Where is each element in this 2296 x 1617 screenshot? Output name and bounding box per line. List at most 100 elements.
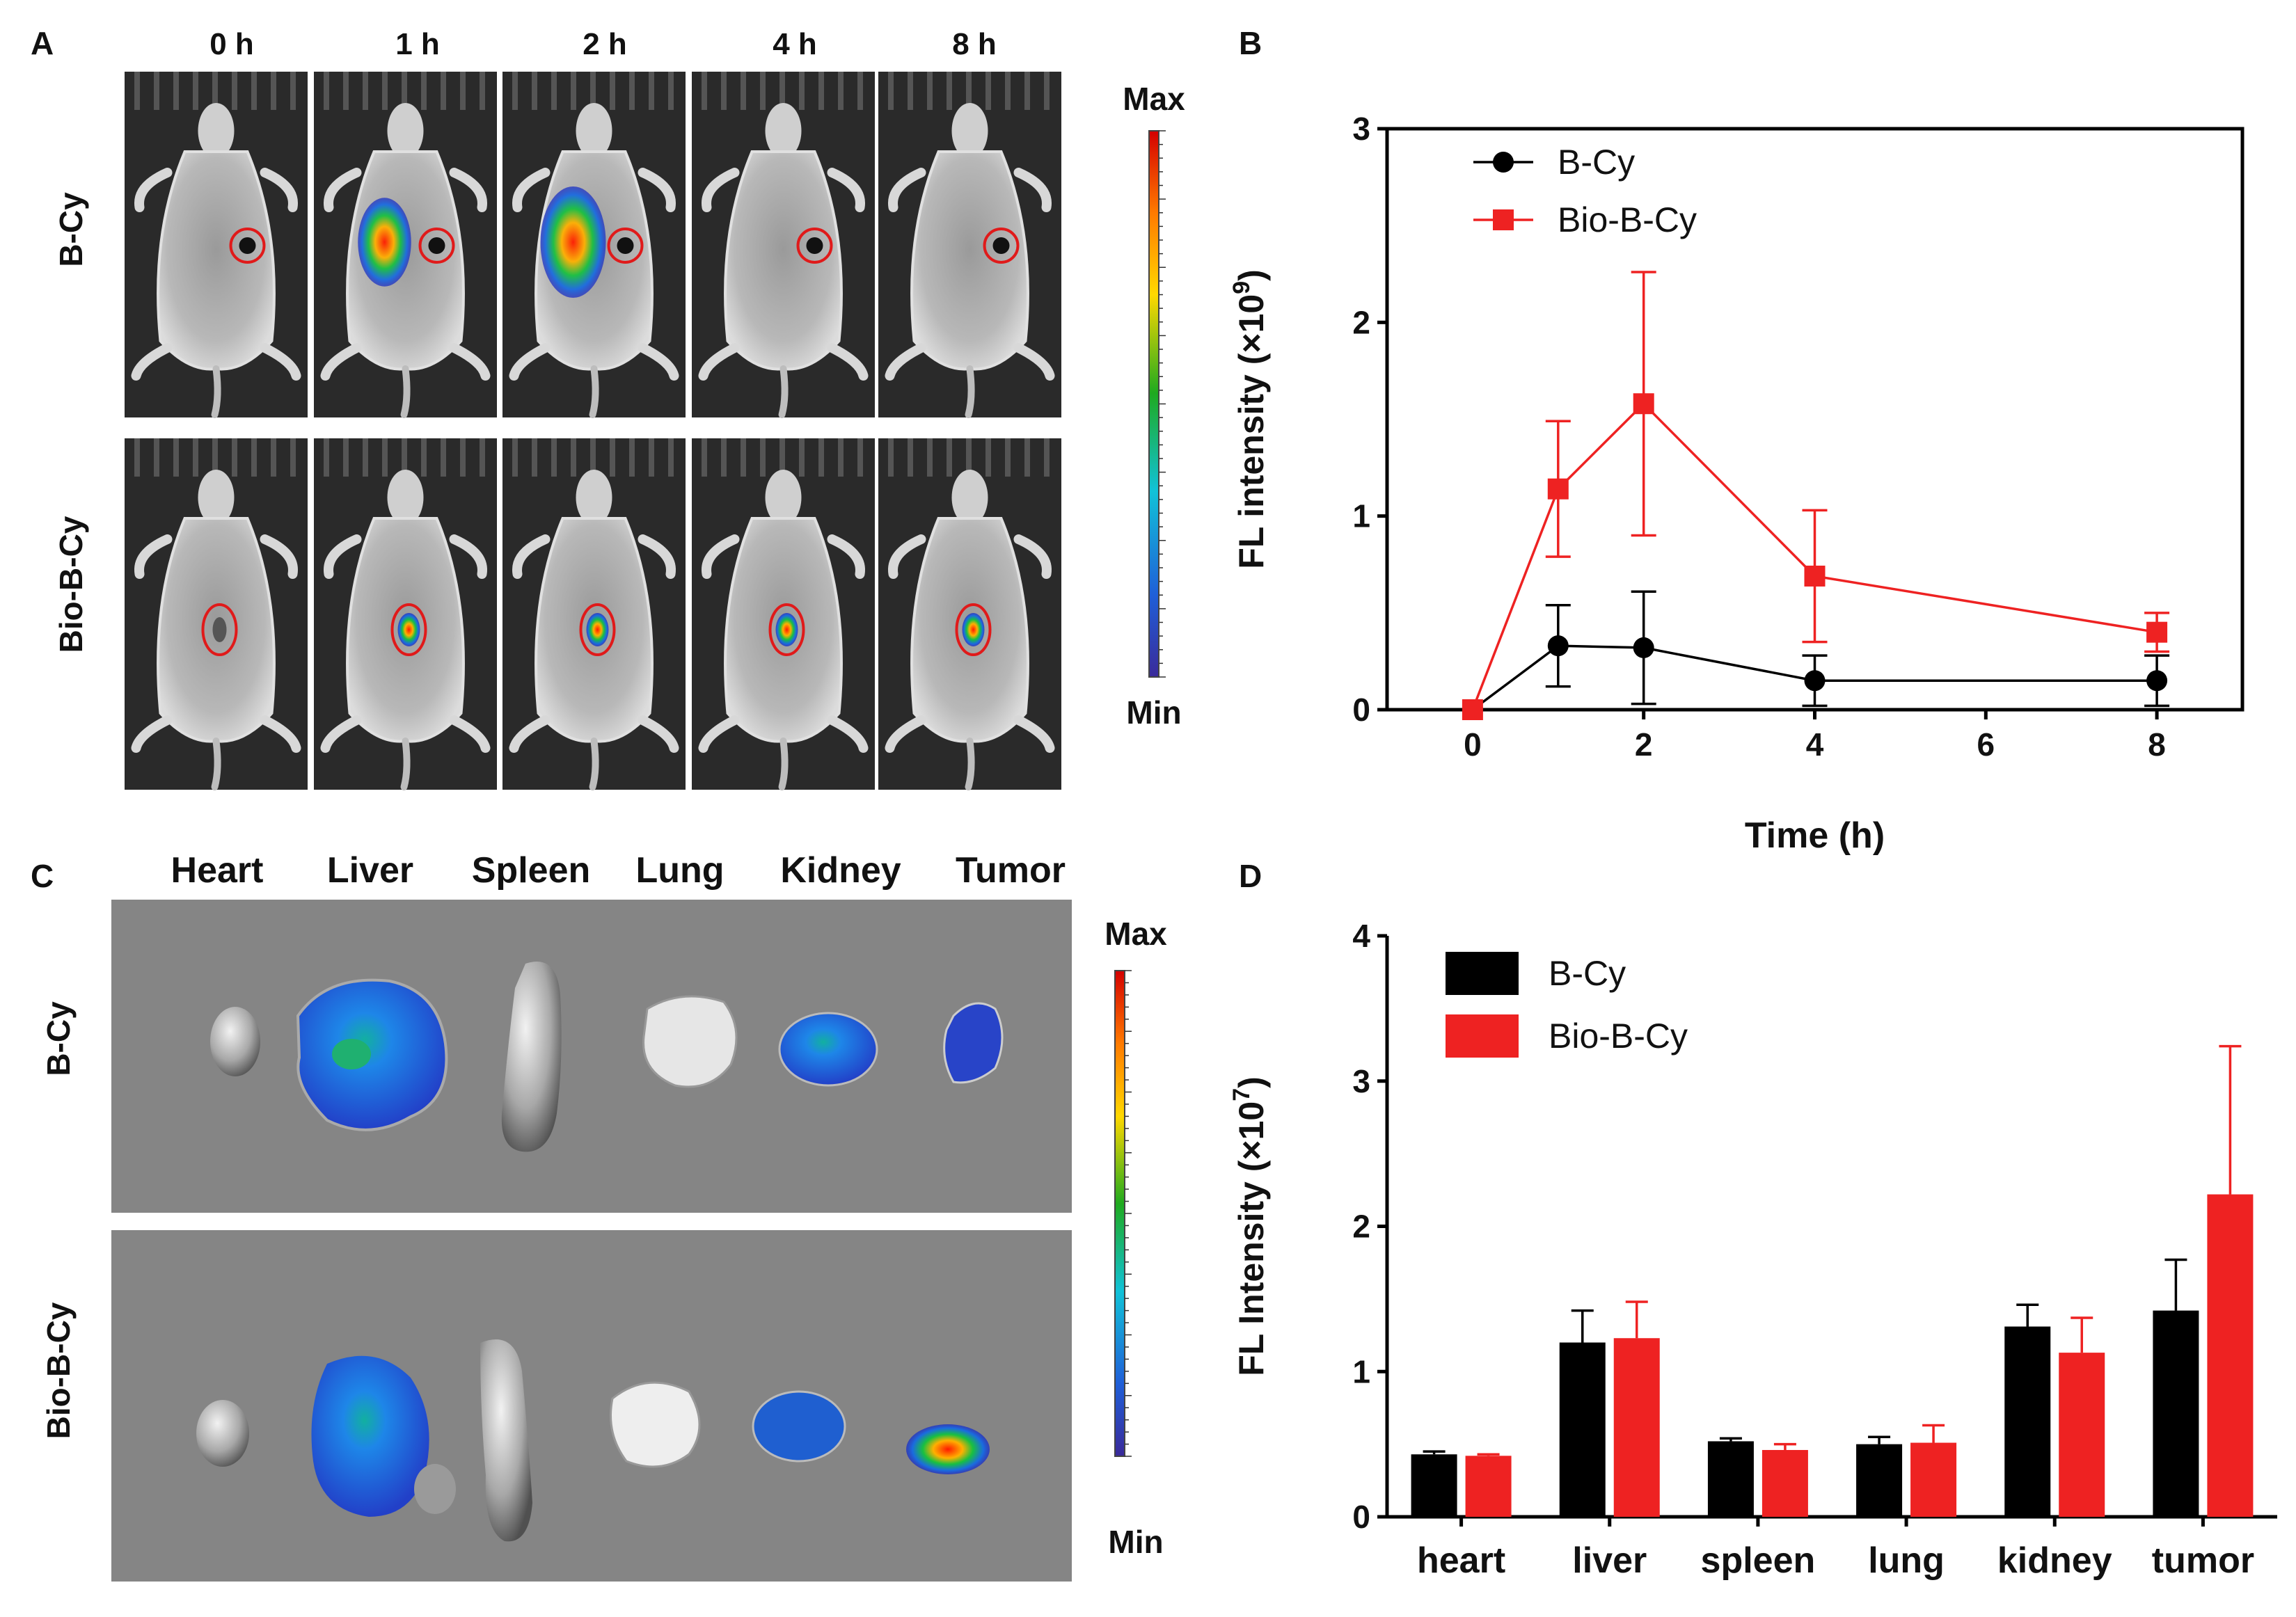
organ-label: Tumor (956, 850, 1066, 891)
y-axis-label-exponent: 7 (1228, 1088, 1255, 1101)
organ-kidney (752, 1390, 846, 1463)
restraint-bar (779, 72, 785, 110)
restraint-bar (741, 72, 746, 110)
fluorescence-signal (775, 613, 798, 646)
mouse-limb (888, 168, 926, 212)
bar-b-cy (1707, 1441, 1754, 1517)
restraint-bar (985, 438, 991, 477)
time-label: 4 h (773, 27, 817, 61)
restraint-bar (271, 438, 276, 477)
restraint-bar (947, 438, 952, 477)
mouse-limb (260, 168, 298, 212)
organ-spleen (480, 1339, 532, 1542)
bar-bio-b-cy (1465, 1456, 1512, 1517)
restraint-bar (908, 438, 913, 477)
y-tick-label: 0 (1352, 1499, 1370, 1535)
x-tick-label: 8 (2148, 726, 2166, 763)
mouse-tail (211, 738, 221, 790)
mouse-limb (638, 168, 676, 212)
restraint-bar (512, 438, 518, 477)
restraint-bar (441, 438, 446, 477)
restraint-bar (571, 438, 576, 477)
restraint-bar (532, 72, 537, 110)
mouse-limb (827, 168, 865, 212)
restraint-bar (460, 72, 466, 110)
mouse-panel (314, 72, 497, 418)
restraint-bar (985, 72, 991, 110)
restraint-bar (760, 438, 766, 477)
colorbar-c (1114, 970, 1125, 1457)
restraint-bar (649, 438, 654, 477)
mouse-limb (131, 715, 173, 753)
colorbar-min-label: Min (1126, 694, 1181, 731)
mouse-limb (449, 168, 487, 212)
mouse-head (951, 103, 988, 159)
mouse-head (951, 470, 988, 525)
mouse-limb (827, 715, 869, 753)
mouse-limb (509, 343, 551, 381)
organ-lung (610, 1381, 701, 1468)
panel-d: D 0 1 2 3 4 FL Intensity (×107) heart liver sple… (1228, 858, 2277, 1581)
tumor-roi-circle (607, 228, 644, 264)
organ-liver-lobe (414, 1464, 456, 1514)
fluorescence-signal (358, 198, 411, 287)
restraint-bar (551, 438, 557, 477)
tumor-roi-circle (768, 603, 805, 656)
row-label-b-cy: B-Cy (53, 192, 89, 267)
mouse-limb (638, 534, 676, 579)
restraint-bar (610, 438, 615, 477)
restraint-bar (610, 72, 615, 110)
mouse-head (387, 103, 424, 159)
restraint-bar (649, 72, 654, 110)
restraint-bar (251, 72, 257, 110)
mouse-limb (698, 343, 740, 381)
restraint-bar (193, 438, 198, 477)
y-axis-label: FL intensity (×109) (1228, 269, 1271, 569)
restraint-bar (363, 438, 368, 477)
organ-tumor (943, 1002, 1004, 1084)
restraint-bar (232, 438, 237, 477)
category-label: spleen (1701, 1540, 1816, 1581)
y-tick-label: 4 (1352, 918, 1370, 954)
restraint-bar (668, 72, 674, 110)
mouse-limb (698, 715, 740, 753)
restraint-bar (512, 72, 518, 110)
y-axis-label: FL Intensity (×107) (1228, 1076, 1271, 1376)
colorbar-a (1148, 130, 1159, 678)
fluorescence-signal (540, 186, 606, 298)
panel-b: B 0 1 2 3 0 2 4 6 8 Time (h) FL intensity (×109) B-… (1228, 25, 2244, 856)
mouse-limb (320, 715, 362, 753)
mouse-head (765, 103, 802, 159)
restraint-bar (908, 72, 913, 110)
panel-b-letter: B (1239, 25, 1262, 61)
restraint-bar (324, 72, 329, 110)
category-label: heart (1417, 1540, 1505, 1581)
x-tick-label: 6 (1977, 726, 1995, 763)
mouse-limb (702, 534, 740, 579)
data-point (1804, 670, 1826, 692)
tumor-dark (212, 617, 227, 642)
data-point (1804, 565, 1826, 587)
bar-bio-b-cy (2059, 1353, 2105, 1517)
time-label: 1 h (395, 27, 440, 61)
restraint-bar (551, 72, 557, 110)
restraint-bar (947, 72, 952, 110)
restraint-bar (324, 438, 329, 477)
restraint-bar (1024, 72, 1030, 110)
mouse-tail (400, 738, 411, 790)
mouse-panel (692, 438, 875, 790)
restraint-bar (741, 438, 746, 477)
restraint-bar (460, 438, 466, 477)
restraint-bar (1024, 438, 1030, 477)
restraint-bar (193, 72, 198, 110)
mouse-panel (878, 438, 1061, 790)
x-axis-label: Time (h) (1745, 815, 1885, 856)
data-point (2146, 621, 2168, 643)
time-label: 2 h (583, 27, 627, 61)
mouse-panel (878, 72, 1061, 418)
legend-label: B-Cy (1549, 954, 1626, 993)
restraint-bar (480, 72, 485, 110)
y-tick-label: 0 (1352, 692, 1370, 728)
tumor-roi-circle (955, 603, 992, 656)
restraint-bar (363, 72, 368, 110)
